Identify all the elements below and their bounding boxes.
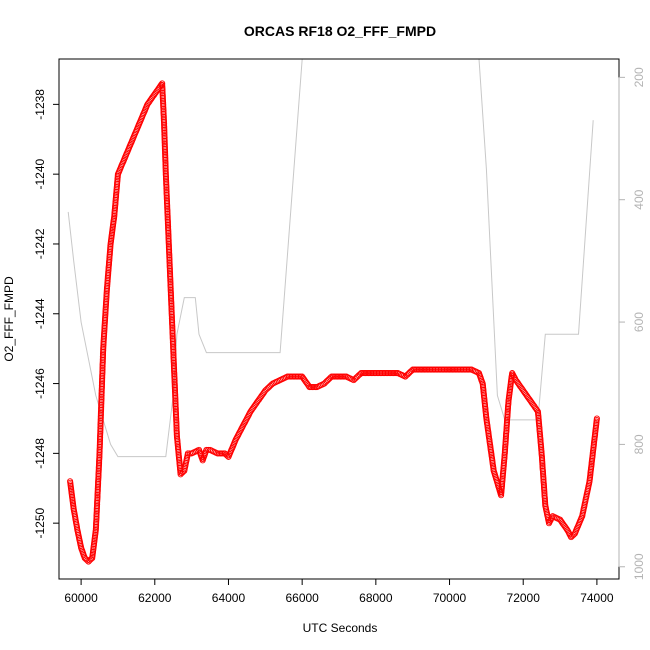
data-point [161, 123, 168, 130]
grey-line-layer [67, 58, 594, 458]
data-point [172, 391, 179, 398]
secondary-y-tick-label: 600 [632, 312, 646, 332]
data-point [171, 366, 178, 373]
points-layer [67, 80, 600, 565]
data-point [163, 193, 170, 200]
y-tick-label: -1242 [33, 228, 47, 259]
x-tick-label: 68000 [359, 591, 393, 605]
x-axis-label: UTC Seconds [303, 621, 378, 635]
y-axis-label: O2_FFF_FMPD [2, 276, 16, 362]
data-point [162, 169, 169, 176]
x-tick-label: 60000 [64, 591, 98, 605]
x-tick-label: 62000 [138, 591, 172, 605]
data-point [170, 356, 177, 363]
data-point [168, 309, 175, 316]
y-tick-label: -1246 [33, 368, 47, 399]
data-point [533, 407, 541, 414]
data-point [166, 252, 173, 259]
x-tick-label: 70000 [433, 591, 467, 605]
data-point [327, 374, 334, 381]
data-point [167, 275, 174, 282]
secondary-y-axis: 200 400 600 800 1000 [618, 67, 646, 580]
x-tick-label: 64000 [212, 591, 246, 605]
y-axis: -1250 -1248 -1246 -1244 -1242 -1240 -1238 [33, 89, 60, 539]
secondary-y-tick-label: 200 [632, 67, 646, 87]
x-axis: 60000 62000 64000 66000 68000 70000 72000 74000 [64, 578, 614, 605]
x-tick-label: 74000 [580, 591, 614, 605]
data-point [84, 557, 91, 564]
data-point [172, 401, 179, 408]
data-point [169, 332, 176, 340]
y-tick-label: -1250 [33, 507, 47, 538]
x-tick-label: 72000 [507, 591, 541, 605]
secondary-series-line [67, 58, 594, 458]
y-tick-label: -1244 [33, 298, 47, 329]
y-tick-label: -1248 [33, 438, 47, 469]
plot-frame [58, 58, 620, 580]
chart-title: ORCAS RF18 O2_FFF_FMPD [244, 23, 436, 39]
data-point [166, 261, 173, 268]
y-tick-label: -1240 [33, 159, 47, 190]
y-tick-label: -1238 [33, 89, 47, 120]
secondary-y-tick-label: 400 [632, 189, 646, 209]
x-tick-label: 66000 [285, 591, 319, 605]
secondary-y-tick-label: 1000 [632, 553, 646, 580]
data-point [165, 228, 172, 235]
secondary-y-tick-label: 800 [632, 434, 646, 454]
data-point [161, 134, 168, 141]
data-point [173, 424, 180, 432]
data-point [167, 285, 174, 292]
data-point [593, 415, 600, 422]
